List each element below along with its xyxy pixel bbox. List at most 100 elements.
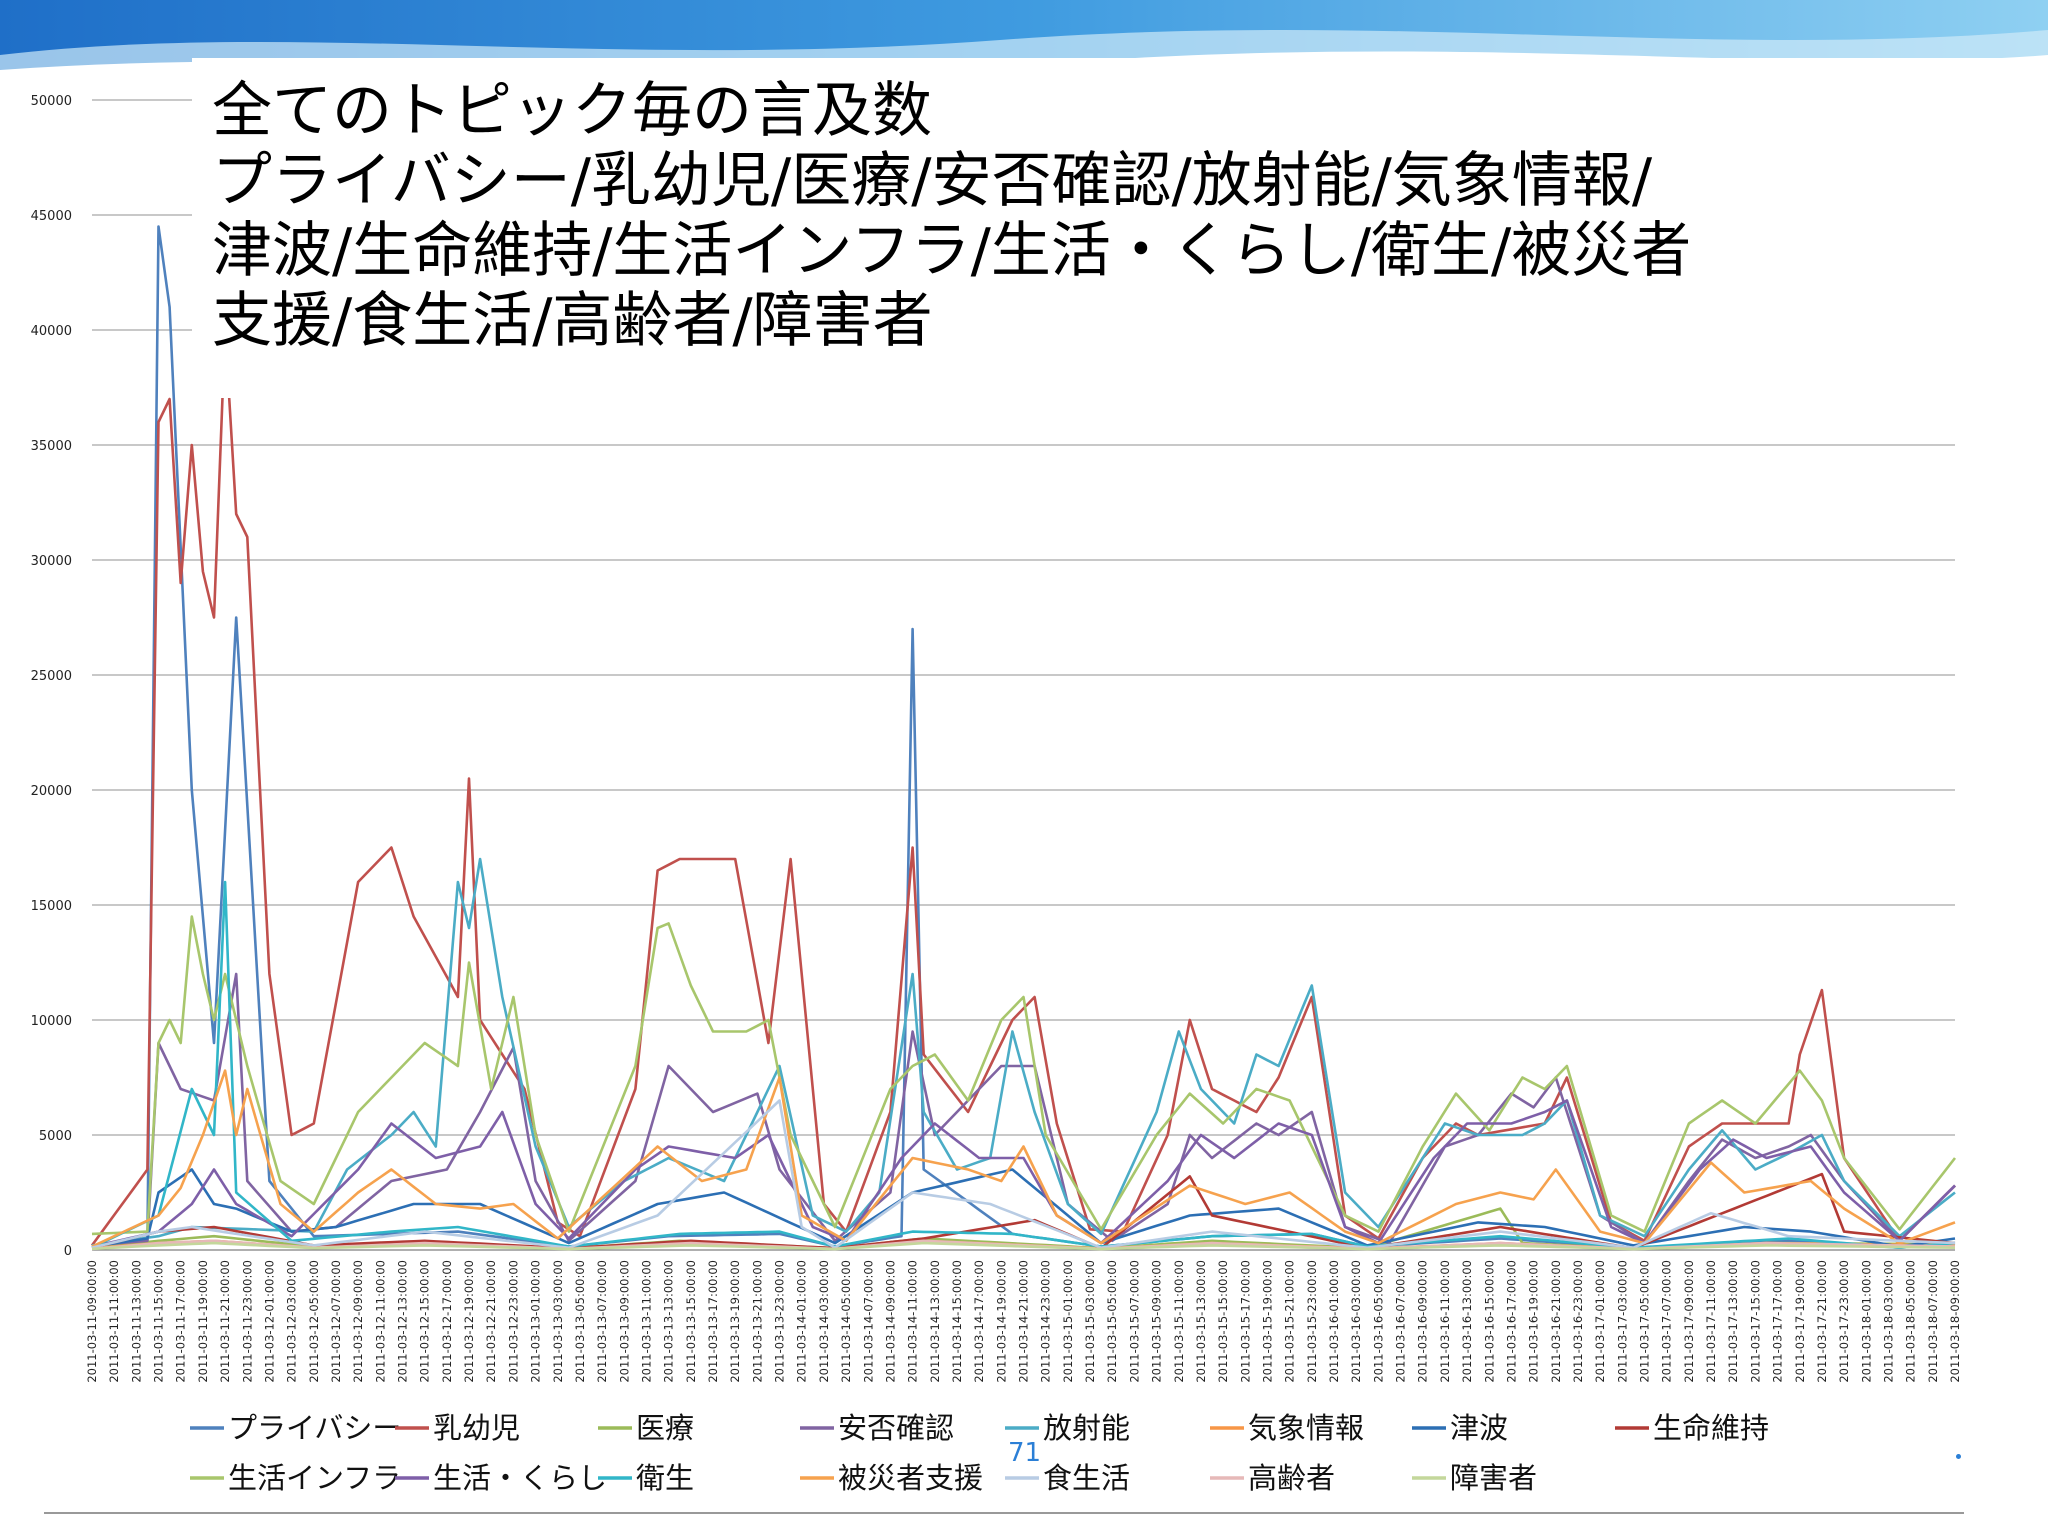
x-tick-label: 2011-03-16-09:00:00 <box>1416 1260 1430 1383</box>
x-tick-label: 2011-03-18-03:00:00 <box>1881 1260 1895 1383</box>
x-tick-label: 2011-03-12-17:00:00 <box>440 1260 454 1383</box>
x-tick-label: 2011-03-18-01:00:00 <box>1859 1260 1873 1383</box>
legend-label: プライバシー <box>228 1411 401 1445</box>
x-tick-label: 2011-03-17-19:00:00 <box>1793 1260 1807 1383</box>
footer-rule <box>44 1512 1964 1514</box>
x-tick-label: 2011-03-15-13:00:00 <box>1194 1260 1208 1383</box>
series-line <box>91 880 1956 1249</box>
legend-label: 被災者支援 <box>838 1461 983 1495</box>
y-tick-label: 45000 <box>31 209 72 224</box>
x-tick-label: 2011-03-18-07:00:00 <box>1926 1260 1940 1383</box>
x-tick-label: 2011-03-11-13:00:00 <box>129 1260 143 1383</box>
x-axis-tick-labels: 2011-03-11-09:00:00 2011-03-11-11:00:00 20… <box>85 1260 1962 1383</box>
y-tick-label: 40000 <box>31 324 72 339</box>
x-tick-label: 2011-03-16-17:00:00 <box>1504 1260 1518 1383</box>
legend-label: 食生活 <box>1043 1461 1130 1495</box>
legend-label: 障害者 <box>1450 1461 1537 1495</box>
x-tick-label: 2011-03-15-07:00:00 <box>1127 1260 1141 1383</box>
x-tick-label: 2011-03-14-03:00:00 <box>817 1260 831 1383</box>
x-tick-label: 2011-03-14-19:00:00 <box>994 1260 1008 1383</box>
legend-label: 乳幼児 <box>433 1411 520 1445</box>
x-tick-label: 2011-03-17-21:00:00 <box>1815 1260 1829 1383</box>
x-tick-label: 2011-03-15-17:00:00 <box>1238 1260 1252 1383</box>
y-tick-label: 50000 <box>31 94 72 109</box>
x-tick-label: 2011-03-11-23:00:00 <box>240 1260 254 1383</box>
x-tick-label: 2011-03-12-09:00:00 <box>351 1260 365 1383</box>
series-line <box>91 1099 1956 1249</box>
x-tick-label: 2011-03-13-23:00:00 <box>773 1260 787 1383</box>
y-tick-label: 30000 <box>31 554 72 569</box>
legend-label: 生活インフラ <box>228 1461 401 1495</box>
x-tick-label: 2011-03-11-15:00:00 <box>152 1260 166 1383</box>
title-box: 全てのトピック毎の言及数 プライバシー/乳幼児/医療/安否確認/放射能/気象情報… <box>192 58 2002 398</box>
y-tick-label: 5000 <box>39 1129 72 1144</box>
x-tick-label: 2011-03-11-19:00:00 <box>196 1260 210 1383</box>
x-tick-label: 2011-03-13-13:00:00 <box>662 1260 676 1383</box>
title-line-3: 津波/生命維持/生活インフラ/生活・くらし/衛生/被災者 <box>212 216 1692 286</box>
x-tick-label: 2011-03-12-05:00:00 <box>307 1260 321 1383</box>
series-line <box>91 857 1956 1247</box>
x-tick-label: 2011-03-12-23:00:00 <box>506 1260 520 1383</box>
series-line <box>91 915 1957 1236</box>
x-tick-label: 2011-03-12-07:00:00 <box>329 1260 343 1383</box>
x-tick-label: 2011-03-18-05:00:00 <box>1904 1260 1918 1383</box>
x-tick-label: 2011-03-13-11:00:00 <box>639 1260 653 1383</box>
x-tick-label: 2011-03-14-13:00:00 <box>928 1260 942 1383</box>
x-tick-label: 2011-03-18-09:00:00 <box>1948 1260 1962 1383</box>
y-tick-label: 35000 <box>31 439 72 454</box>
x-tick-label: 2011-03-14-21:00:00 <box>1017 1260 1031 1383</box>
x-tick-label: 2011-03-16-01:00:00 <box>1327 1260 1341 1383</box>
x-tick-label: 2011-03-13-07:00:00 <box>595 1260 609 1383</box>
x-tick-label: 2011-03-11-09:00:00 <box>85 1260 99 1383</box>
x-tick-label: 2011-03-15-21:00:00 <box>1283 1260 1297 1383</box>
x-tick-label: 2011-03-16-15:00:00 <box>1482 1260 1496 1383</box>
x-tick-label: 2011-03-12-15:00:00 <box>418 1260 432 1383</box>
x-tick-label: 2011-03-11-17:00:00 <box>174 1260 188 1383</box>
x-tick-label: 2011-03-17-05:00:00 <box>1638 1260 1652 1383</box>
x-tick-label: 2011-03-17-13:00:00 <box>1726 1260 1740 1383</box>
x-tick-label: 2011-03-16-23:00:00 <box>1571 1260 1585 1383</box>
x-tick-label: 2011-03-17-01:00:00 <box>1593 1260 1607 1383</box>
x-tick-label: 2011-03-16-03:00:00 <box>1349 1260 1363 1383</box>
x-tick-label: 2011-03-14-01:00:00 <box>795 1260 809 1383</box>
series-line <box>91 1241 1956 1251</box>
x-tick-label: 2011-03-14-11:00:00 <box>906 1260 920 1383</box>
legend-label: 衛生 <box>636 1461 694 1495</box>
series-line <box>90 328 1956 1247</box>
x-tick-label: 2011-03-12-03:00:00 <box>285 1260 299 1383</box>
x-tick-label: 2011-03-16-07:00:00 <box>1394 1260 1408 1383</box>
x-tick-label: 2011-03-13-19:00:00 <box>728 1260 742 1383</box>
x-tick-label: 2011-03-15-05:00:00 <box>1105 1260 1119 1383</box>
x-tick-label: 2011-03-12-21:00:00 <box>484 1260 498 1383</box>
title-line-2: プライバシー/乳幼児/医療/安否確認/放射能/気象情報/ <box>212 146 1653 216</box>
x-tick-label: 2011-03-13-17:00:00 <box>706 1260 720 1383</box>
series-lines <box>90 225 1957 1251</box>
y-axis-tick-labels: 0 5000 10000 15000 20000 25000 30000 35000 40000… <box>31 94 72 1259</box>
x-tick-label: 2011-03-12-01:00:00 <box>262 1260 276 1383</box>
x-tick-label: 2011-03-13-15:00:00 <box>684 1260 698 1383</box>
legend-label: 気象情報 <box>1248 1411 1364 1445</box>
x-tick-label: 2011-03-13-03:00:00 <box>551 1260 565 1383</box>
title-line-4: 支援/食生活/高齢者/障害者 <box>212 286 933 356</box>
y-tick-label: 20000 <box>31 784 72 799</box>
x-tick-label: 2011-03-15-11:00:00 <box>1172 1260 1186 1383</box>
x-tick-label: 2011-03-17-07:00:00 <box>1660 1260 1674 1383</box>
x-tick-label: 2011-03-12-11:00:00 <box>373 1260 387 1383</box>
x-tick-label: 2011-03-13-05:00:00 <box>573 1260 587 1383</box>
x-tick-label: 2011-03-11-21:00:00 <box>218 1260 232 1383</box>
x-tick-label: 2011-03-16-13:00:00 <box>1460 1260 1474 1383</box>
x-tick-label: 2011-03-11-11:00:00 <box>107 1260 121 1383</box>
x-tick-label: 2011-03-15-03:00:00 <box>1083 1260 1097 1383</box>
legend-label: 津波 <box>1450 1411 1508 1445</box>
y-tick-label: 10000 <box>31 1014 72 1029</box>
x-tick-label: 2011-03-14-23:00:00 <box>1039 1260 1053 1383</box>
x-tick-label: 2011-03-16-19:00:00 <box>1527 1260 1541 1383</box>
legend-label: 生命維持 <box>1653 1411 1769 1445</box>
x-tick-label: 2011-03-16-11:00:00 <box>1438 1260 1452 1383</box>
x-tick-label: 2011-03-14-07:00:00 <box>861 1260 875 1383</box>
y-tick-label: 0 <box>64 1244 72 1259</box>
legend-label: 高齢者 <box>1248 1461 1335 1495</box>
x-tick-label: 2011-03-13-01:00:00 <box>529 1260 543 1383</box>
